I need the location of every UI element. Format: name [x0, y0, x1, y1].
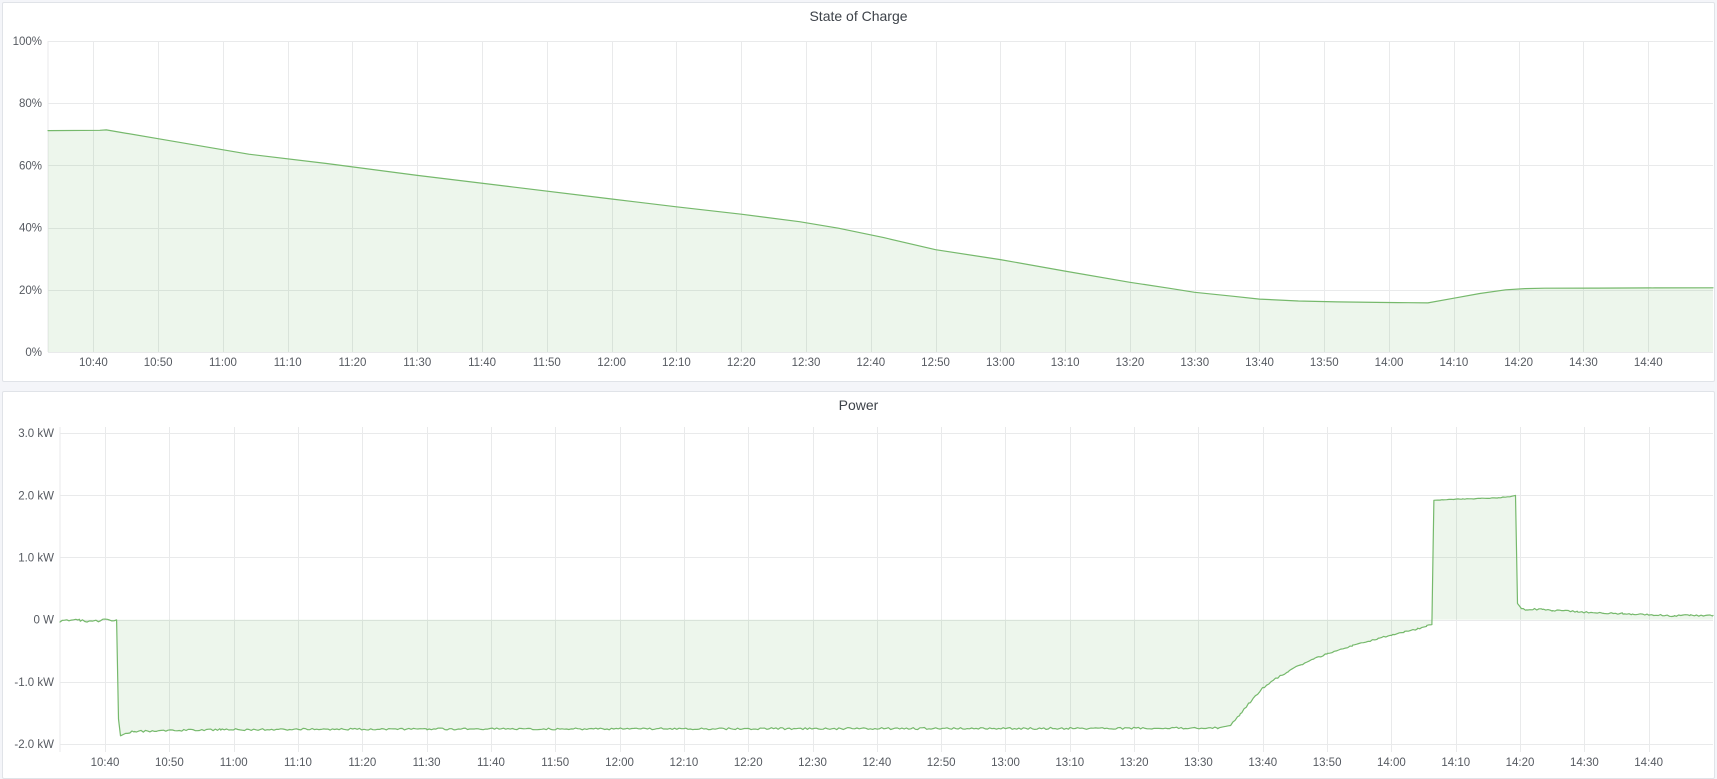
- svg-text:14:40: 14:40: [1634, 757, 1663, 769]
- svg-text:-2.0 kW: -2.0 kW: [14, 739, 54, 751]
- svg-text:-1.0 kW: -1.0 kW: [14, 677, 54, 689]
- svg-text:13:00: 13:00: [991, 757, 1020, 769]
- svg-text:14:10: 14:10: [1439, 357, 1468, 369]
- svg-text:11:10: 11:10: [284, 757, 312, 769]
- svg-text:14:00: 14:00: [1377, 757, 1406, 769]
- svg-text:13:10: 13:10: [1055, 757, 1084, 769]
- svg-text:12:10: 12:10: [662, 357, 691, 369]
- svg-text:14:30: 14:30: [1570, 757, 1599, 769]
- svg-text:12:10: 12:10: [670, 757, 699, 769]
- svg-text:80%: 80%: [19, 98, 42, 110]
- svg-text:14:10: 14:10: [1441, 757, 1470, 769]
- svg-text:60%: 60%: [19, 160, 42, 172]
- svg-text:12:50: 12:50: [927, 757, 956, 769]
- svg-text:13:40: 13:40: [1245, 357, 1274, 369]
- svg-text:11:50: 11:50: [541, 757, 569, 769]
- panel-title-power[interactable]: Power: [838, 397, 879, 413]
- svg-text:11:20: 11:20: [339, 357, 367, 369]
- svg-text:12:20: 12:20: [734, 757, 763, 769]
- svg-text:13:00: 13:00: [986, 357, 1015, 369]
- panel-power: Power -2.0 kW -1.0 kW 0 W 1.0 kW 2.0 kW 3.0 k…: [2, 391, 1715, 779]
- power-chart[interactable]: -2.0 kW -1.0 kW 0 W 1.0 kW 2.0 kW 3.0 kW 10:40…: [3, 392, 1714, 778]
- svg-text:12:30: 12:30: [798, 757, 827, 769]
- svg-text:12:00: 12:00: [605, 757, 634, 769]
- state-of-charge-chart[interactable]: 0% 20% 40% 60% 80% 100% 10:40 10:50 11:00 11:10 11…: [3, 3, 1714, 381]
- svg-text:11:50: 11:50: [533, 357, 561, 369]
- svg-text:13:50: 13:50: [1310, 357, 1339, 369]
- svg-text:12:30: 12:30: [792, 357, 821, 369]
- svg-text:100%: 100%: [13, 36, 42, 48]
- svg-text:40%: 40%: [19, 223, 42, 235]
- svg-text:12:50: 12:50: [921, 357, 950, 369]
- svg-text:10:40: 10:40: [79, 357, 108, 369]
- svg-text:11:40: 11:40: [477, 757, 505, 769]
- svg-text:10:50: 10:50: [155, 757, 184, 769]
- svg-text:0%: 0%: [25, 347, 42, 359]
- svg-text:13:10: 13:10: [1051, 357, 1080, 369]
- svg-text:0 W: 0 W: [34, 615, 55, 627]
- svg-text:12:40: 12:40: [856, 357, 885, 369]
- svg-text:14:30: 14:30: [1569, 357, 1598, 369]
- svg-text:11:40: 11:40: [468, 357, 496, 369]
- svg-text:13:50: 13:50: [1313, 757, 1342, 769]
- svg-text:11:30: 11:30: [413, 757, 441, 769]
- svg-text:10:40: 10:40: [91, 757, 120, 769]
- svg-text:11:10: 11:10: [274, 357, 302, 369]
- svg-text:14:20: 14:20: [1506, 757, 1535, 769]
- svg-text:2.0 kW: 2.0 kW: [18, 490, 54, 502]
- svg-text:3.0 kW: 3.0 kW: [18, 428, 54, 440]
- svg-text:14:40: 14:40: [1634, 357, 1663, 369]
- svg-text:11:20: 11:20: [348, 757, 376, 769]
- svg-text:14:00: 14:00: [1375, 357, 1404, 369]
- svg-text:12:40: 12:40: [862, 757, 891, 769]
- panel-title-state-of-charge[interactable]: State of Charge: [809, 8, 908, 24]
- svg-text:1.0 kW: 1.0 kW: [18, 552, 54, 564]
- svg-text:11:30: 11:30: [403, 357, 431, 369]
- svg-text:11:00: 11:00: [220, 757, 248, 769]
- svg-text:13:30: 13:30: [1180, 357, 1209, 369]
- svg-text:13:30: 13:30: [1184, 757, 1213, 769]
- svg-text:20%: 20%: [19, 285, 42, 297]
- svg-text:10:50: 10:50: [144, 357, 173, 369]
- svg-text:11:00: 11:00: [209, 357, 237, 369]
- svg-text:12:00: 12:00: [597, 357, 626, 369]
- svg-text:13:20: 13:20: [1120, 757, 1149, 769]
- svg-text:13:40: 13:40: [1248, 757, 1277, 769]
- svg-text:14:20: 14:20: [1504, 357, 1533, 369]
- svg-text:12:20: 12:20: [727, 357, 756, 369]
- panel-state-of-charge: State of Charge 0% 20% 40% 60% 80% 100% 10:40 1…: [2, 2, 1715, 382]
- svg-text:13:20: 13:20: [1116, 357, 1145, 369]
